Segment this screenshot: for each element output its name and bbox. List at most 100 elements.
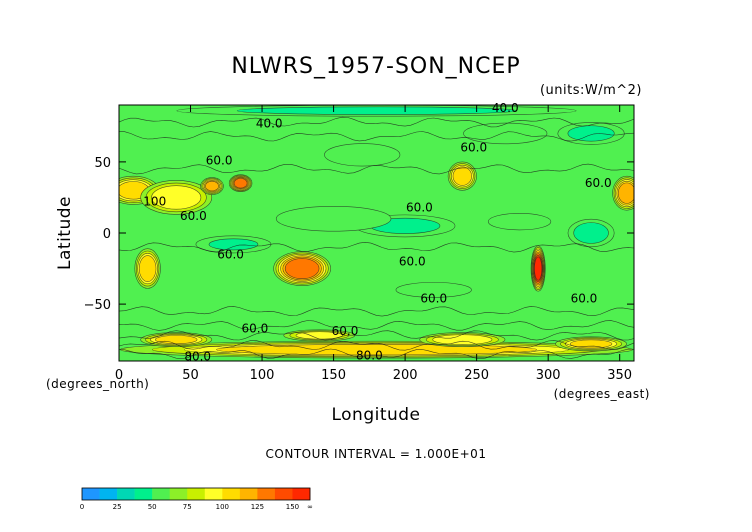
colorbar-swatch xyxy=(117,488,135,500)
x-tick-label: 300 xyxy=(536,368,561,383)
contour-label: 80.0 xyxy=(184,350,211,364)
field-feature xyxy=(557,122,625,145)
contour-label: 60.0 xyxy=(571,291,598,305)
chart-title: NLWRS_1957-SON_NCEP xyxy=(231,54,520,79)
field-feature xyxy=(200,177,224,195)
field-level-region xyxy=(233,178,248,189)
field-feature xyxy=(275,206,392,232)
colorbar-swatch xyxy=(292,488,311,500)
field-feature xyxy=(140,332,213,348)
colorbar-swatch xyxy=(82,488,100,500)
contour-label: 60.0 xyxy=(242,321,269,335)
colorbar-swatch xyxy=(152,488,170,500)
x-axis-label: Longitude xyxy=(331,405,420,425)
contour-label: 60.0 xyxy=(406,200,433,214)
contour-label: 40.0 xyxy=(492,101,519,115)
field-level-region xyxy=(151,185,202,210)
colorbar-swatch xyxy=(274,488,293,500)
field-feature xyxy=(530,245,546,292)
field-feature xyxy=(612,175,634,211)
field-level-region xyxy=(487,213,552,231)
contour-line xyxy=(119,306,634,317)
colorbar-tick-label: ∞ xyxy=(307,503,313,511)
x-tick-label: 350 xyxy=(607,368,632,383)
field-feature xyxy=(395,282,472,298)
field-level-region xyxy=(155,335,198,345)
colorbar: 0 25 50 75 100 125 150 ∞ xyxy=(80,487,313,511)
contour-line xyxy=(119,241,634,253)
contour-line xyxy=(119,163,634,175)
contour-label: 80.0 xyxy=(356,348,383,362)
colorbar-swatch xyxy=(222,488,241,500)
field-feature xyxy=(463,122,548,145)
contour-label: 60.0 xyxy=(332,324,359,338)
field-feature xyxy=(419,332,506,348)
contour-interval-text: CONTOUR INTERVAL = 1.000E+01 xyxy=(266,447,487,461)
contour-line xyxy=(119,320,634,331)
contour-label: 60.0 xyxy=(180,209,207,223)
colorbar-tick-label: 50 xyxy=(148,503,157,511)
contour-label: 60.0 xyxy=(420,291,447,305)
contour-label: 40.0 xyxy=(256,116,283,130)
x-tick-label: 200 xyxy=(393,368,418,383)
colorbar-frame xyxy=(81,487,311,501)
contour-line xyxy=(119,340,634,351)
field-feature xyxy=(487,213,552,231)
colorbar-swatch xyxy=(239,488,258,500)
x-axis: 0 50 100 150 200 250 300 350 xyxy=(115,105,632,383)
field-feature xyxy=(273,251,331,286)
y-tick-label: 0 xyxy=(103,227,111,242)
x-tick-label: 100 xyxy=(250,368,275,383)
y-unit-label: (degrees_north) xyxy=(46,377,149,391)
field-feature xyxy=(447,161,477,191)
x-tick-label: 50 xyxy=(182,368,199,383)
plot-area: 40.0 40.0 60.0 60.0 60.0 100 60.0 60.0 60.0 60.0 6… xyxy=(118,101,635,364)
contour-line xyxy=(119,131,634,142)
y-axis: 50 0 −50 xyxy=(84,156,634,313)
contour-label: 60.0 xyxy=(206,153,233,167)
x-tick-label: 0 xyxy=(115,368,123,383)
colorbar-swatch xyxy=(169,488,188,500)
colorbar-tick-label: 25 xyxy=(113,503,122,511)
field-level-region xyxy=(395,282,472,298)
field-level-region xyxy=(567,125,615,142)
field-level-region xyxy=(138,255,157,282)
contour-line xyxy=(119,116,634,128)
field-level-region xyxy=(534,256,543,281)
contour-line xyxy=(119,330,634,341)
colorbar-tick-label: 150 xyxy=(286,503,299,511)
y-tick-label: −50 xyxy=(84,298,111,313)
field-level-region xyxy=(617,182,634,204)
field-level-region xyxy=(432,334,493,345)
field-feature xyxy=(140,180,213,215)
colorbar-swatch xyxy=(257,488,276,500)
field-feature xyxy=(567,218,615,248)
contour-line xyxy=(119,348,634,360)
contour-label: 60.0 xyxy=(585,176,612,190)
colorbar-tick-label: 0 xyxy=(80,503,84,511)
colorbar-tick-label: 75 xyxy=(183,503,192,511)
field-level-region xyxy=(236,106,517,115)
colorbar-swatch xyxy=(99,488,118,500)
field-feature xyxy=(228,174,253,193)
colorbar-swatch xyxy=(204,488,223,500)
field-level-region xyxy=(573,222,609,244)
x-tick-label: 150 xyxy=(321,368,346,383)
y-tick-label: 50 xyxy=(94,156,111,171)
contour-label: 60.0 xyxy=(460,141,487,155)
colorbar-swatch xyxy=(134,488,153,500)
field-level-region xyxy=(324,143,401,167)
y-axis-label: Latitude xyxy=(55,196,75,270)
field-level-region xyxy=(284,258,320,279)
field-feature xyxy=(134,248,161,289)
field-level-region xyxy=(569,339,613,349)
field-level-region xyxy=(452,166,472,186)
contour-label: 100 xyxy=(143,195,166,209)
contour-label: 60.0 xyxy=(399,254,426,268)
field-feature xyxy=(324,143,401,167)
colorbar-tick-label: 125 xyxy=(251,503,264,511)
field-level-region xyxy=(463,122,548,145)
field-level-region xyxy=(275,206,392,232)
x-unit-label: (degrees_east) xyxy=(554,387,650,401)
